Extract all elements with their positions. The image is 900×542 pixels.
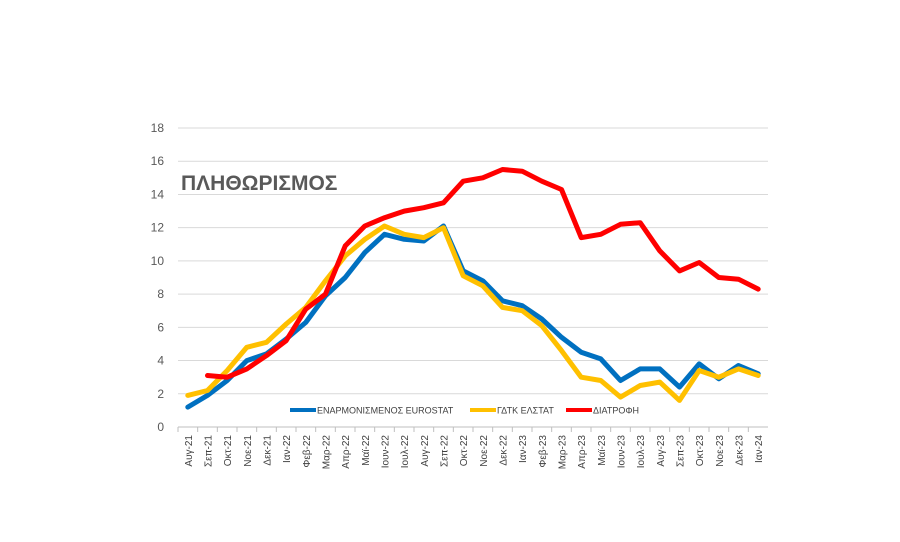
x-tick-label: Μαρ-23 [558,435,569,470]
legend: ΕΝΑΡΜΟΝΙΣΜΕΝΟΣ EUROSTAT ΓΔΤΚ ΕΛΣΤΑΤ ΔΙΑΤΡΟ… [290,406,639,416]
y-tick-label: 14 [151,187,165,201]
y-axis-ticks: 0 2 4 6 8 10 12 14 16 18 [151,121,165,434]
y-tick-label: 16 [151,154,165,168]
x-tick-label: Νοε-22 [479,435,490,467]
y-tick-label: 8 [157,287,164,301]
x-tick-label: Μαϊ-23 [597,435,608,466]
x-tick-label: Οκτ-22 [459,435,470,467]
legend-label: ΕΝΑΡΜΟΝΙΣΜΕΝΟΣ EUROSTAT [317,406,454,416]
y-tick-label: 0 [157,420,164,434]
x-axis-ticks: Αυγ-21 Σεπ-21 Οκτ-21 Νοε-21 Δεκ-21 Ιαν-22 Φεβ-… [177,427,765,470]
x-tick-label: Απρ-23 [577,435,588,469]
y-tick-label: 6 [157,320,164,334]
series-line-1 [185,223,761,403]
chart-title: ΠΛΗΘΩΡΙΣΜΟΣ [181,172,337,195]
x-tick-label: Σεπ-23 [676,435,687,467]
legend-label: ΓΔΤΚ ΕΛΣΤΑΤ [497,406,554,416]
x-tick-label: Ιουλ-22 [400,435,411,469]
series-line-0 [185,223,761,410]
legend-item: ΓΔΤΚ ΕΛΣΤΑΤ [470,406,554,416]
x-tick-label: Δεκ-21 [263,435,274,466]
x-tick-label: Αυγ-21 [184,435,195,467]
x-tick-label: Αυγ-22 [420,435,431,467]
x-tick-label: Μαϊ-22 [361,435,372,466]
x-tick-label: Νοε-21 [243,435,254,467]
y-tick-label: 4 [157,354,164,368]
legend-label: ΔΙΑΤΡΟΦΗ [593,406,639,416]
x-tick-label: Νοε-23 [715,435,726,467]
x-tick-label: Ιουν-22 [381,435,392,469]
x-tick-label: Ιουν-23 [617,435,628,469]
x-tick-label: Φεβ-22 [302,435,313,468]
legend-item: ΕΝΑΡΜΟΝΙΣΜΕΝΟΣ EUROSTAT [290,406,454,416]
x-tick-label: Μαρ-22 [322,435,333,470]
x-tick-label: Ιαν-23 [518,435,529,463]
x-tick-label: Αυγ-23 [656,435,667,467]
x-tick-label: Δεκ-22 [499,435,510,466]
x-tick-label: Ιαν-24 [754,435,765,463]
series-lines [185,167,761,410]
gridlines [178,127,768,428]
x-tick-label: Σεπ-22 [440,435,451,467]
x-tick-label: Ιαν-22 [282,435,293,463]
x-tick-label: Δεκ-23 [735,435,746,466]
legend-item: ΔΙΑΤΡΟΦΗ [566,406,639,416]
y-tick-label: 12 [151,221,165,235]
y-tick-label: 18 [151,121,165,135]
x-tick-label: Απρ-22 [341,435,352,469]
series-line-2 [205,167,761,380]
x-tick-label: Οκτ-21 [223,435,234,467]
y-tick-label: 10 [151,254,165,268]
x-tick-label: Οκτ-23 [695,435,706,467]
x-tick-label: Σεπ-21 [204,435,215,467]
x-tick-label: Ιουλ-23 [636,435,647,469]
y-tick-label: 2 [157,387,164,401]
x-tick-label: Φεβ-23 [538,435,549,468]
